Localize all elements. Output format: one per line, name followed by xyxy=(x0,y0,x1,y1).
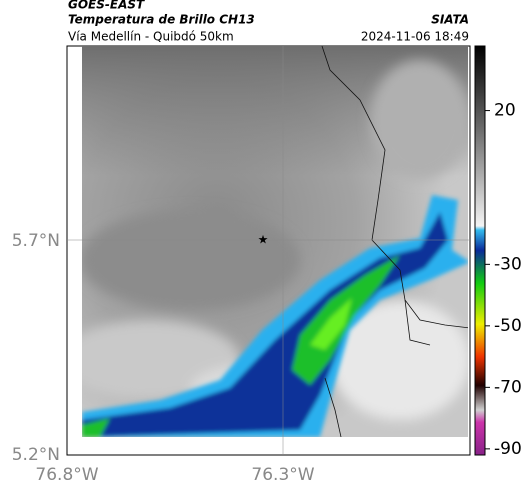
satellite-image xyxy=(82,46,468,437)
colorbar-tick-label: -90 xyxy=(494,439,522,459)
timestamp: 2024-11-06 18:49 xyxy=(361,30,469,44)
lat-label: 5.7°N xyxy=(12,231,60,251)
lat-label: 5.2°N xyxy=(12,445,60,465)
colorbar-tick-label: -70 xyxy=(494,377,522,397)
colorbar-tick-label: -30 xyxy=(494,254,522,274)
city-marker: ★ xyxy=(258,233,269,247)
lon-label: 76.3°W xyxy=(251,465,314,485)
title-line-1: GOES-EAST xyxy=(68,0,145,12)
title-line-2: Temperatura de Brillo CH13 xyxy=(68,13,255,27)
lon-label: 76.8°W xyxy=(35,465,98,485)
colorbar xyxy=(474,45,486,456)
colorbar-tick-label: 20 xyxy=(494,101,516,121)
subtitle: Vía Medellín - Quibdó 50km xyxy=(68,30,234,44)
source: SIATA xyxy=(431,13,469,27)
colorbar-tick-label: -50 xyxy=(494,316,522,336)
